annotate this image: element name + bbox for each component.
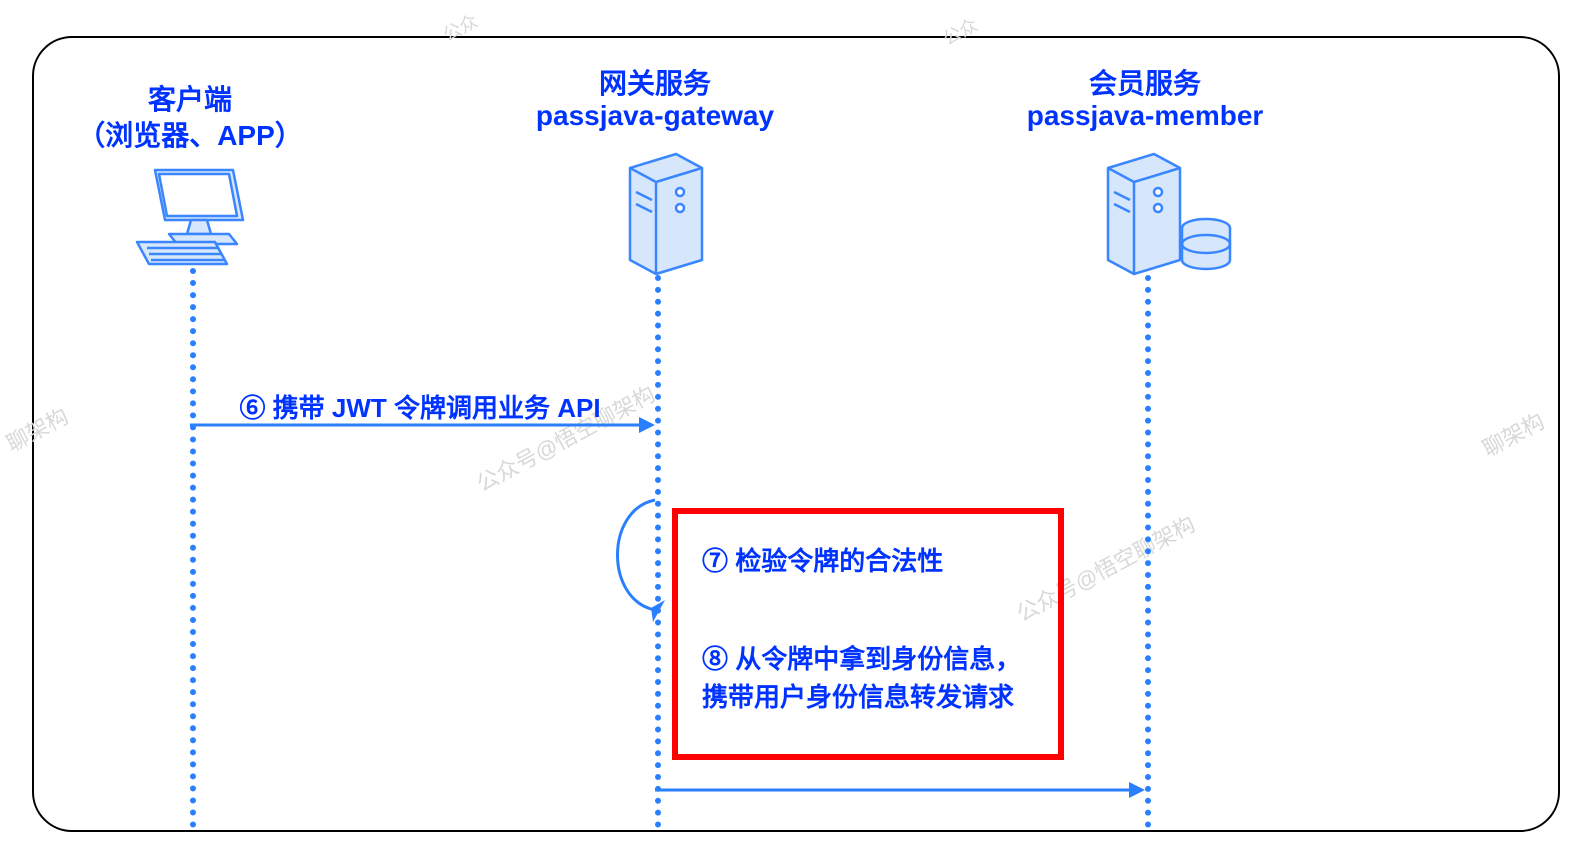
step6-label: ⑥ 携带 JWT 令牌调用业务 API bbox=[239, 388, 600, 425]
validation-box: ⑦ 检验令牌的合法性 ⑧ 从令牌中拿到身份信息， 携带用户身份信息转发请求 bbox=[672, 508, 1064, 760]
step8-label-line1: ⑧ 从令牌中拿到身份信息， bbox=[702, 640, 1021, 678]
diagram-canvas: 公众公众聊架构公众号@悟空聊架构公众号@悟空聊架构聊架构 客户端 （浏览器、AP… bbox=[0, 0, 1586, 848]
step8-label-line2: 携带用户身份信息转发请求 bbox=[702, 678, 1014, 716]
step7-label: ⑦ 检验令牌的合法性 bbox=[702, 542, 943, 580]
